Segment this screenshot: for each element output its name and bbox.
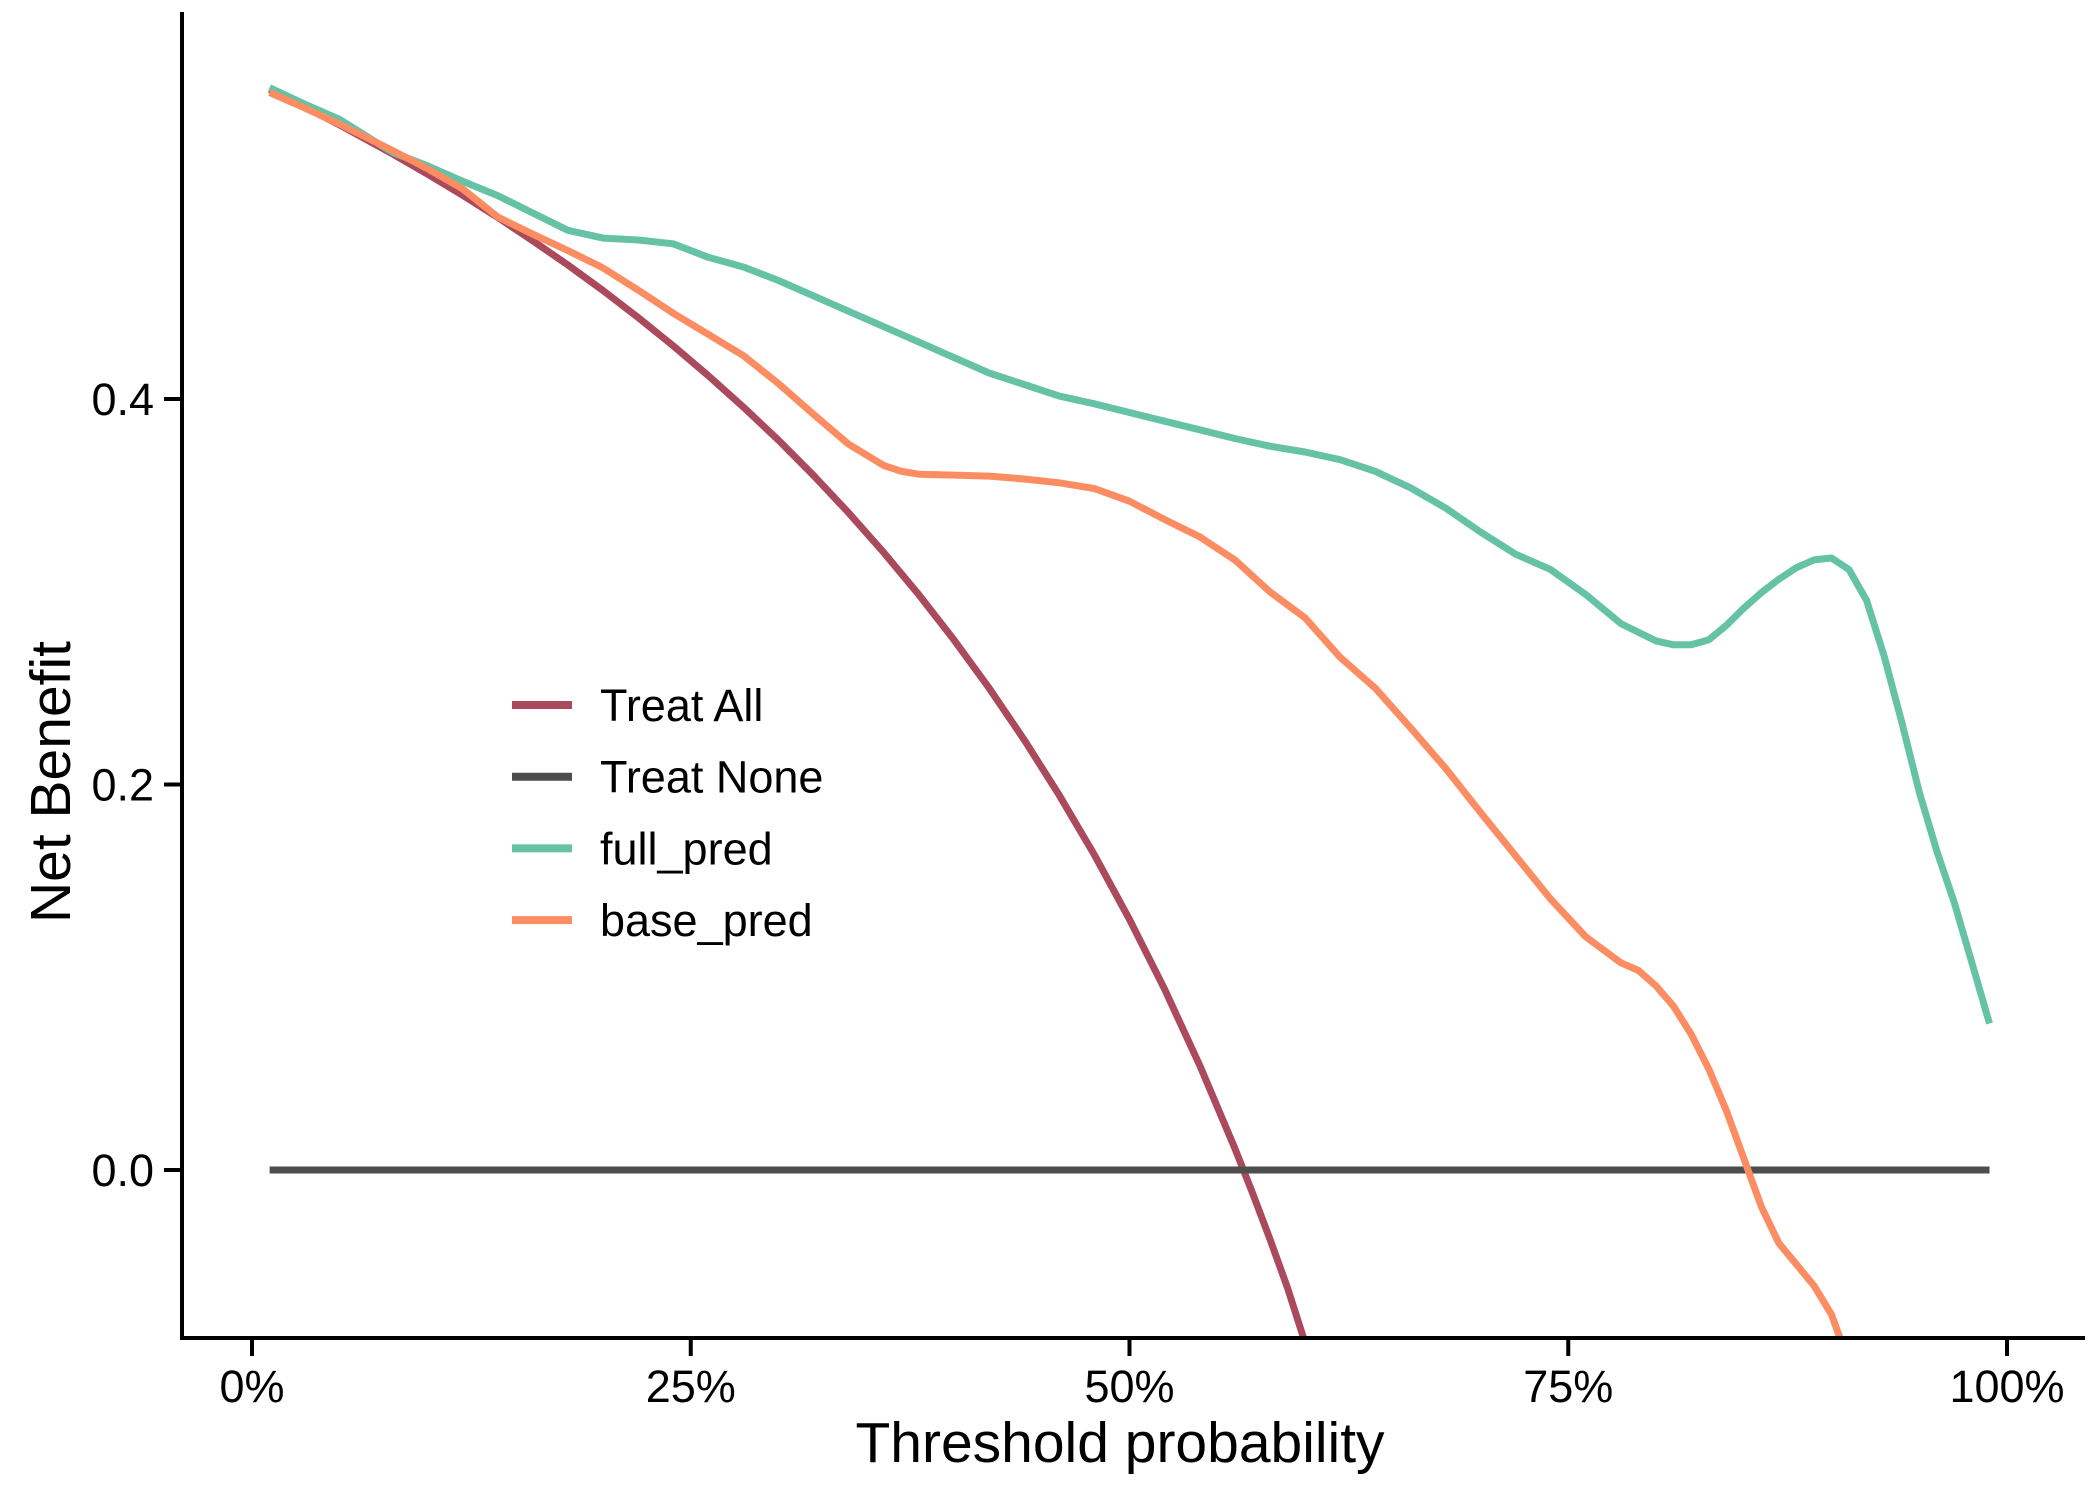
y-tick-label: 0.2 bbox=[91, 760, 154, 811]
legend: Treat All Treat None full_pred base_pred bbox=[512, 680, 823, 946]
x-axis-title: Threshold probability bbox=[855, 1411, 1385, 1475]
y-tick-label: 0.0 bbox=[91, 1145, 154, 1196]
x-tick-label: 25% bbox=[646, 1361, 736, 1412]
x-tick-label: 100% bbox=[1949, 1361, 2064, 1412]
y-axis-title: Net Benefit bbox=[19, 641, 83, 923]
legend-label: base_pred bbox=[600, 895, 813, 946]
legend-label: full_pred bbox=[600, 823, 773, 874]
legend-label: Treat All bbox=[600, 680, 763, 731]
series-line-full_pred bbox=[268, 84, 1993, 1025]
x-tick-label: 75% bbox=[1523, 1361, 1613, 1412]
legend-item-full_pred: full_pred bbox=[512, 823, 773, 874]
x-tick-label: 0% bbox=[219, 1361, 284, 1412]
legend-item-treat-none: Treat None bbox=[512, 752, 823, 803]
y-tick-label: 0.4 bbox=[91, 374, 154, 425]
legend-item-treat-all: Treat All bbox=[512, 680, 763, 731]
series-line-base_pred bbox=[268, 89, 1844, 1337]
legend-label: Treat None bbox=[600, 752, 823, 803]
legend-item-base_pred: base_pred bbox=[512, 895, 813, 946]
y-axis-ticks: 0.0 0.2 0.4 bbox=[91, 374, 182, 1196]
x-axis-ticks: 0% 25% 50% 75% 100% bbox=[219, 1338, 2065, 1412]
series-group bbox=[268, 84, 1993, 1337]
x-tick-label: 50% bbox=[1084, 1361, 1174, 1412]
